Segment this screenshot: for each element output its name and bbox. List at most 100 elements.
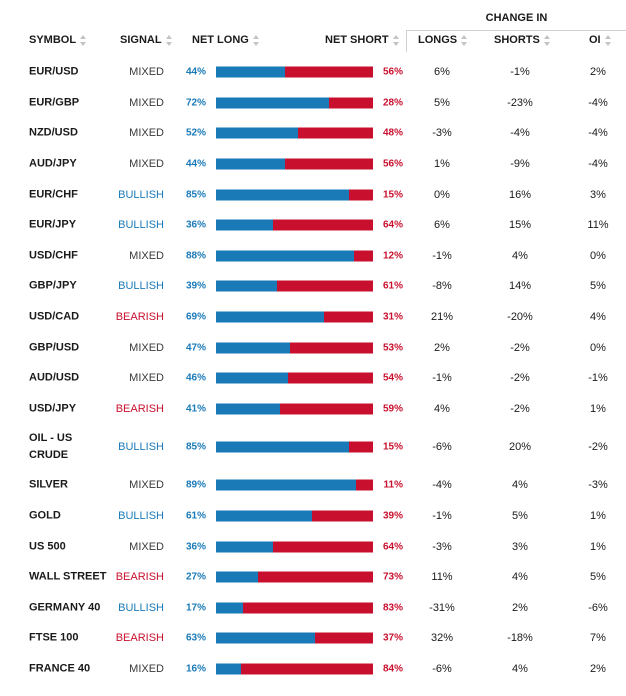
symbol-link[interactable]: NZD/USD [29, 126, 78, 139]
symbol-link[interactable]: GOLD [29, 509, 61, 522]
net-long-percent: 17% [185, 602, 206, 614]
symbol-link[interactable]: EUR/USD [29, 65, 79, 78]
net-short-bar [314, 632, 373, 644]
sentiment-bar [216, 510, 373, 522]
oi-change: 0% [590, 341, 606, 354]
net-long-percent: 63% [185, 632, 206, 644]
symbol-link[interactable]: EUR/GBP [29, 96, 80, 109]
oi-change: 4% [590, 311, 606, 324]
symbol-header-label: SYMBOL [29, 34, 77, 46]
symbol-link[interactable]: AUD/JPY [29, 157, 77, 170]
net-long-percent: 69% [185, 311, 206, 323]
table-row[interactable]: GBP/JPY BULLISH 39% 61% -8% 14% 5% [0, 271, 626, 302]
sort-icon[interactable] [543, 34, 551, 46]
table-row[interactable]: EUR/USD MIXED 44% 56% 6% -1% 2% [0, 57, 626, 88]
net-long-bar [216, 158, 286, 170]
signal-label: BEARISH [115, 402, 164, 415]
shorts-change: -20% [507, 311, 533, 324]
signal-label: BULLISH [118, 219, 164, 232]
table-row[interactable]: AUD/JPY MIXED 44% 56% 1% -9% -4% [0, 149, 626, 180]
symbol-link[interactable]: GBP/JPY [29, 279, 77, 292]
symbol-link[interactable]: US 500 [29, 540, 66, 553]
symbol-link[interactable]: USD/JPY [29, 402, 77, 415]
table-row[interactable]: USD/JPY BEARISH 41% 59% 4% -2% 1% [0, 394, 626, 425]
net-long-percent: 41% [185, 403, 206, 415]
symbol-link[interactable]: WALL STREET [29, 570, 107, 583]
symbol-link[interactable]: FTSE 100 [29, 631, 79, 644]
net-long-bar [216, 219, 273, 231]
symbol-link[interactable]: GERMANY 40 [29, 601, 101, 614]
sort-icon[interactable] [252, 34, 260, 46]
table-row[interactable]: GOLD BULLISH 61% 39% -1% 5% 1% [0, 501, 626, 532]
table-row[interactable]: GBP/USD MIXED 47% 53% 2% -2% 0% [0, 332, 626, 363]
oi-change: -3% [588, 479, 608, 492]
sort-icon[interactable] [604, 34, 612, 46]
sentiment-bar [216, 403, 373, 415]
table-row[interactable]: SILVER MIXED 89% 11% -4% 4% -3% [0, 470, 626, 501]
net-short-bar [324, 311, 373, 323]
table-row[interactable]: USD/CHF MIXED 88% 12% -1% 4% 0% [0, 241, 626, 272]
table-row[interactable]: FRANCE 40 MIXED 16% 84% -6% 4% 2% [0, 654, 626, 685]
table-row[interactable]: EUR/GBP MIXED 72% 28% 5% -23% -4% [0, 88, 626, 119]
table-row[interactable]: USD/CAD BEARISH 69% 31% 21% -20% 4% [0, 302, 626, 333]
sort-icon[interactable] [392, 34, 400, 46]
longs-column-header[interactable]: LONGS [418, 34, 468, 46]
symbol-link[interactable]: EUR/CHF [29, 188, 78, 201]
longs-change: 32% [430, 632, 454, 645]
sort-icon[interactable] [461, 34, 468, 46]
shorts-change: -23% [507, 96, 533, 109]
net-short-column-header[interactable]: NET SHORT [325, 34, 400, 46]
symbol-link[interactable]: EUR/JPY [29, 218, 77, 231]
symbol-link[interactable]: GBP/USD [29, 341, 80, 354]
symbol-link[interactable]: USD/CAD [29, 310, 80, 323]
net-long-bar [216, 541, 273, 553]
table-row[interactable]: GERMANY 40 BULLISH 17% 83% -31% 2% -6% [0, 593, 626, 624]
net-short-bar [277, 280, 373, 292]
signal-column-header[interactable]: SIGNAL [120, 34, 173, 46]
longs-change: 5% [434, 96, 450, 109]
symbol-link[interactable]: OIL - US CRUDE [29, 432, 73, 462]
symbol-link[interactable]: SILVER [29, 478, 68, 491]
table-row[interactable]: WALL STREET BEARISH 27% 73% 11% 4% 5% [0, 562, 626, 593]
shorts-column-header[interactable]: SHORTS [494, 34, 551, 46]
net-short-percent: 64% [382, 219, 403, 231]
shorts-header-label: SHORTS [494, 34, 540, 46]
table-row[interactable]: FTSE 100 BEARISH 63% 37% 32% -18% 7% [0, 623, 626, 654]
table-row[interactable]: EUR/JPY BULLISH 36% 64% 6% 15% 11% [0, 210, 626, 241]
oi-change: -1% [588, 372, 608, 385]
sentiment-bar [216, 97, 373, 109]
oi-change: 2% [590, 662, 606, 675]
table-row[interactable]: NZD/USD MIXED 52% 48% -3% -4% -4% [0, 118, 626, 149]
symbol-link[interactable]: AUD/USD [29, 371, 80, 384]
sort-icon[interactable] [165, 34, 173, 46]
net-long-bar [216, 311, 325, 323]
net-short-bar [288, 372, 373, 384]
net-long-percent: 16% [185, 663, 206, 675]
net-short-percent: 31% [382, 311, 403, 323]
sort-icon[interactable] [80, 34, 87, 46]
shorts-change: 4% [512, 571, 528, 584]
net-long-bar [216, 280, 278, 292]
table-row[interactable]: US 500 MIXED 36% 64% -3% 3% 1% [0, 531, 626, 562]
oi-change: -4% [588, 158, 608, 171]
symbol-column-header[interactable]: SYMBOL [29, 34, 87, 46]
net-short-percent: 28% [382, 97, 403, 109]
net-long-percent: 85% [185, 189, 206, 201]
longs-header-label: LONGS [418, 34, 458, 46]
sentiment-bar [216, 66, 373, 78]
net-short-percent: 64% [382, 541, 403, 553]
table-row[interactable]: EUR/CHF BULLISH 85% 15% 0% 16% 3% [0, 179, 626, 210]
sentiment-table-body: EUR/USD MIXED 44% 56% 6% -1% 2% EUR/GBP MIXED 72%… [0, 57, 626, 684]
net-short-bar [285, 158, 373, 170]
net-long-percent: 36% [185, 541, 206, 553]
net-long-percent: 52% [185, 127, 206, 139]
oi-column-header[interactable]: OI [589, 34, 612, 46]
table-row[interactable]: OIL - US CRUDE BULLISH 85% 15% -6% 20% -2% [0, 424, 626, 470]
symbol-link[interactable]: FRANCE 40 [29, 662, 91, 675]
shorts-change: 14% [508, 280, 532, 293]
shorts-change: 5% [512, 510, 528, 523]
symbol-link[interactable]: USD/CHF [29, 249, 78, 262]
net-long-column-header[interactable]: NET LONG [192, 34, 260, 46]
table-row[interactable]: AUD/USD MIXED 46% 54% -1% -2% -1% [0, 363, 626, 394]
signal-label: BULLISH [118, 601, 164, 614]
